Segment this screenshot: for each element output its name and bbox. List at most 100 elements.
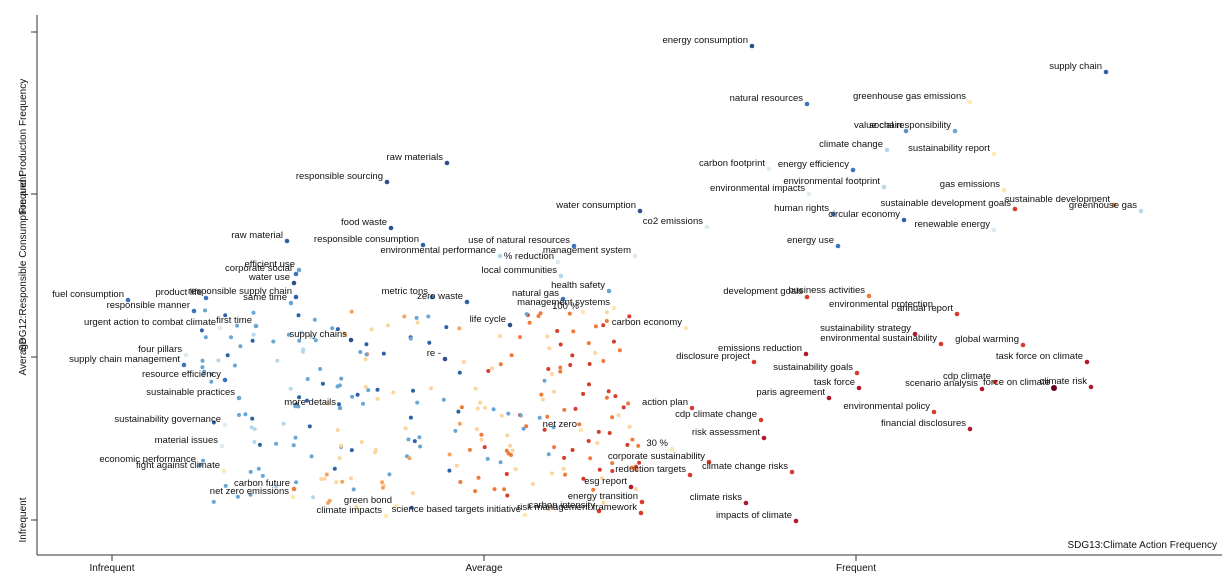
scatter-point — [571, 243, 577, 249]
scatter-point — [637, 460, 642, 465]
scatter-point — [826, 395, 832, 401]
point-label: natural resources — [730, 93, 804, 104]
scatter-point — [203, 308, 207, 313]
point-label: raw material — [231, 230, 283, 241]
scatter-point — [600, 476, 604, 481]
scatter-point — [232, 363, 237, 368]
scatter-point — [330, 326, 335, 331]
point-label: responsible sourcing — [296, 171, 383, 182]
y-axis-title: SDG12:Responsible Consumption and Produc… — [18, 79, 29, 351]
scatter-point — [562, 407, 567, 412]
scatter-point — [223, 483, 228, 488]
scatter-point — [222, 422, 228, 428]
scatter-point — [991, 227, 997, 233]
scatter-point — [441, 397, 446, 402]
scatter-point — [595, 441, 600, 445]
scatter-point — [393, 503, 399, 509]
point-label: climate risks — [690, 492, 743, 503]
point-label: energy use — [787, 235, 834, 246]
scatter-point — [223, 313, 228, 318]
scatter-point — [248, 469, 253, 474]
point-label: use of natural resources — [468, 235, 570, 246]
scatter-point — [581, 476, 586, 481]
scatter-point — [545, 334, 550, 339]
scatter-point — [351, 487, 356, 492]
scatter-point — [628, 484, 634, 490]
scatter-point — [296, 267, 302, 273]
scatter-point — [1012, 206, 1018, 212]
scatter-point — [476, 475, 481, 480]
scatter-point — [954, 311, 960, 317]
scatter-point — [375, 396, 380, 401]
scatter-point — [510, 448, 515, 453]
y-axis-ticks: Infrequent Average Frequent — [18, 31, 37, 543]
point-label: environmental impacts — [710, 183, 805, 194]
scatter-point — [1088, 384, 1094, 390]
scatter-point — [216, 358, 221, 363]
scatter-point — [580, 309, 586, 315]
scatter-point — [518, 335, 522, 340]
scatter-point — [181, 362, 187, 368]
scatter-point — [363, 384, 368, 389]
scatter-point — [546, 452, 551, 457]
scatter-point — [596, 429, 601, 434]
scatter-point — [629, 465, 634, 470]
scatter-point — [284, 238, 290, 244]
scatter-point — [967, 99, 973, 105]
scatter-point — [1001, 187, 1007, 193]
scatter-point — [587, 382, 591, 387]
scatter-point — [611, 305, 617, 311]
scatter-point — [337, 402, 341, 407]
scatter-point — [271, 339, 276, 344]
scatter-point — [388, 225, 394, 231]
scatter-point — [854, 370, 860, 376]
point-label: water use — [248, 272, 290, 283]
scatter-point — [457, 326, 462, 331]
point-label: risk assessment — [692, 427, 760, 438]
scatter-point — [301, 347, 306, 352]
scatter-point — [881, 184, 887, 190]
scatter-point — [251, 310, 256, 315]
scatter-point — [211, 420, 216, 425]
point-label: management system — [543, 245, 631, 256]
point-label: gas emissions — [940, 179, 1000, 190]
point-label: development goals — [723, 286, 803, 297]
scatter-point — [689, 405, 695, 411]
point-label: environmental policy — [843, 401, 930, 412]
scatter-point — [461, 359, 466, 364]
scatter-point — [558, 342, 563, 347]
unlabeled-points — [199, 308, 642, 512]
scatter-point — [125, 297, 131, 303]
scatter-point — [546, 507, 551, 512]
point-label: science based targets initiative — [392, 504, 521, 515]
scatter-point — [546, 367, 551, 371]
scatter-point — [305, 377, 310, 381]
scatter-point — [334, 480, 339, 485]
scatter-point — [200, 358, 205, 363]
point-label: supply chains — [289, 329, 347, 340]
scatter-point — [447, 468, 452, 473]
point-label: environmental performance — [380, 245, 496, 256]
point-label: climate risk — [1039, 376, 1087, 387]
point-label: business activities — [788, 285, 865, 296]
scatter-point — [505, 493, 510, 498]
scatter-point — [601, 500, 606, 505]
scatter-point — [253, 323, 259, 329]
scatter-point — [222, 377, 228, 383]
scatter-point — [337, 456, 342, 461]
scatter-point — [311, 495, 316, 500]
scatter-point — [743, 500, 749, 506]
scatter-point — [507, 322, 513, 328]
scatter-point — [761, 435, 767, 441]
scatter-point — [479, 432, 484, 437]
scatter-point — [339, 376, 344, 381]
scatter-point — [555, 329, 560, 333]
point-label: management systems — [517, 297, 610, 308]
scatter-point — [1084, 359, 1090, 365]
point-label: carbon future — [234, 478, 290, 489]
point-label: responsible consumption — [314, 234, 419, 245]
scatter-point — [581, 391, 586, 396]
scatter-point — [637, 208, 643, 214]
scatter-point — [506, 411, 511, 416]
point-label: % reduction — [504, 251, 554, 262]
